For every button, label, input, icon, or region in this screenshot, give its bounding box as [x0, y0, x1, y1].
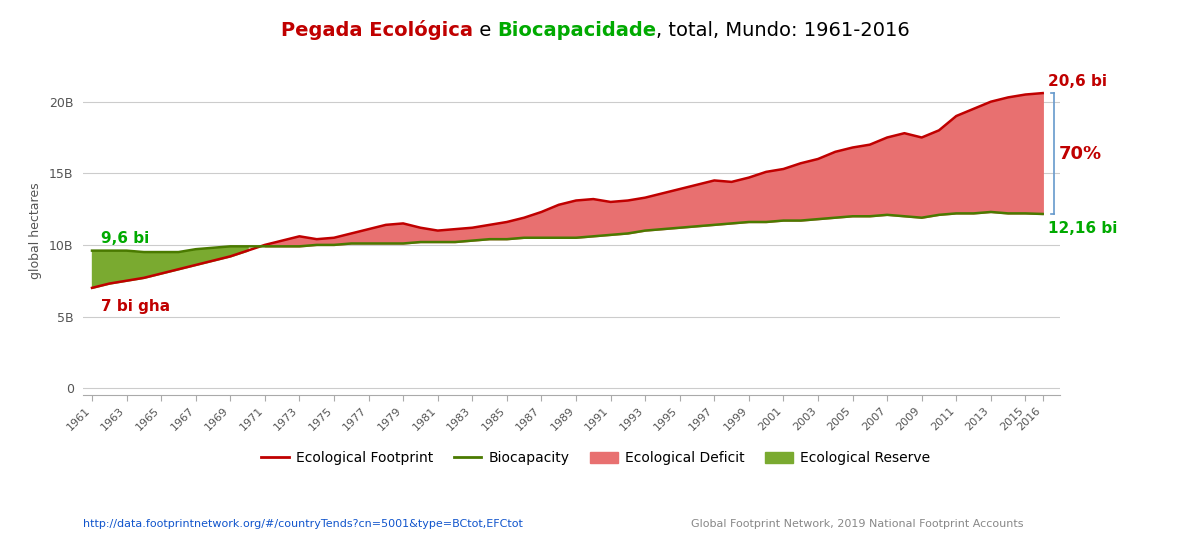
Text: Global Footprint Network, 2019 National Footprint Accounts: Global Footprint Network, 2019 National … [691, 519, 1023, 529]
Text: , total, Mundo: 1961-2016: , total, Mundo: 1961-2016 [656, 21, 910, 40]
Legend: Ecological Footprint, Biocapacity, Ecological Deficit, Ecological Reserve: Ecological Footprint, Biocapacity, Ecolo… [255, 446, 936, 470]
Text: 7 bi gha: 7 bi gha [101, 299, 170, 315]
Text: 20,6 bi: 20,6 bi [1048, 74, 1106, 89]
Text: http://data.footprintnetwork.org/#/countryTends?cn=5001&type=BCtot,EFCtot: http://data.footprintnetwork.org/#/count… [83, 519, 523, 529]
Text: Pegada Ecológica: Pegada Ecológica [281, 20, 473, 40]
Text: 70%: 70% [1059, 144, 1102, 163]
Y-axis label: global hectares: global hectares [30, 182, 42, 279]
Text: e: e [473, 21, 498, 40]
Text: Biocapacidade: Biocapacidade [498, 21, 656, 40]
Text: 12,16 bi: 12,16 bi [1048, 221, 1117, 236]
Text: 9,6 bi: 9,6 bi [101, 231, 149, 247]
